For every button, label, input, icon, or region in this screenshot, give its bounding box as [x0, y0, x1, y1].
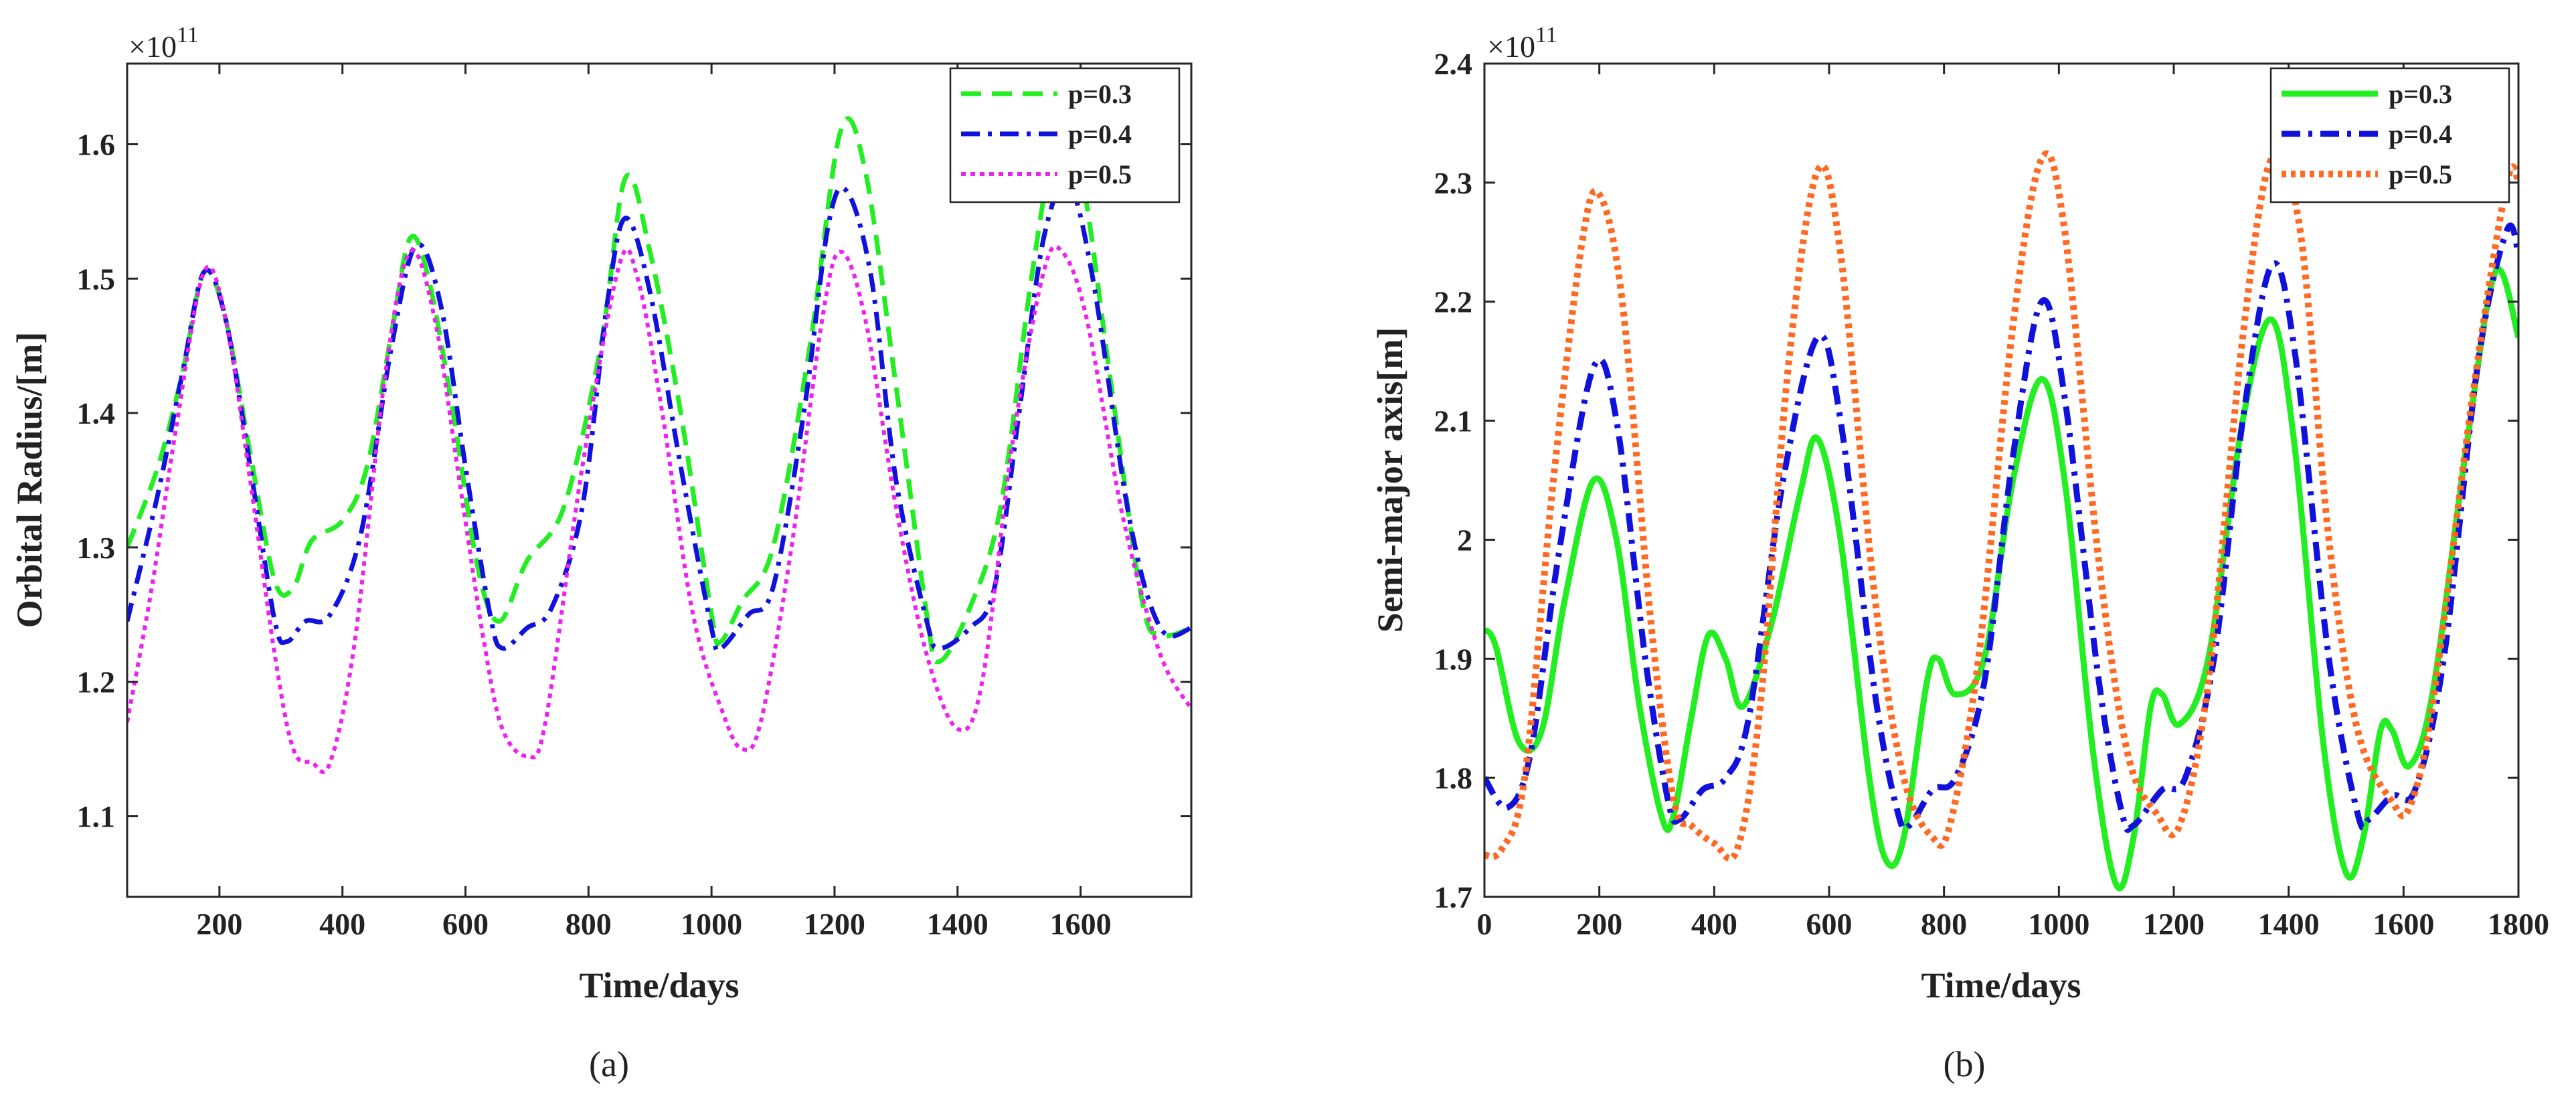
panel-a-x-tick-label: 600 — [442, 907, 489, 941]
panel-b-y-axis-label: Semi-major axis[m] — [1370, 327, 1410, 632]
panel-b-x-tick-label: 1200 — [2143, 907, 2205, 941]
panel-b-legend-label-3: p=0.5 — [2389, 159, 2452, 189]
panel-b-y-tick-label: 1.7 — [1434, 880, 1473, 914]
panel-b-y-tick-label: 2.2 — [1434, 285, 1473, 319]
panel-b-exponent: ×1011 — [1487, 23, 1557, 64]
panel-b-x-tick-label: 1600 — [2373, 907, 2434, 941]
panel-b-plot-lines — [1484, 150, 2518, 892]
panel-b-y-tick-label: 2.4 — [1434, 47, 1473, 81]
panel-b-legend: p=0.3 p=0.4 p=0.5 — [2269, 67, 2510, 203]
panel-b-y-tick-label: 1.8 — [1434, 761, 1473, 795]
panel-a-x-tick-label: 1000 — [681, 907, 742, 941]
panel-a-x-tick-label: 1600 — [1050, 907, 1112, 941]
panel-b-series-line-3 — [1484, 150, 2518, 863]
panel-b-x-axis-label: Time/days — [1921, 965, 2081, 1005]
panel-a-y-tick-label: 1.5 — [77, 262, 116, 296]
panel-b-y-tick-label: 2.1 — [1434, 404, 1473, 438]
panel-a-legend-box — [949, 67, 1181, 203]
panel-b-x-tick-label: 400 — [1691, 907, 1737, 941]
panel-a-x-tick-label: 800 — [566, 907, 612, 941]
panel-b-legend-label-1: p=0.3 — [2389, 79, 2452, 109]
panel-a-series-line-3 — [127, 244, 1191, 774]
panel-a-series-line-1 — [127, 116, 1191, 665]
panel-a-y-tick-label: 1.2 — [77, 665, 116, 699]
panel-b-legend-label-2: p=0.4 — [2389, 119, 2452, 149]
panel-a-x-axis-label: Time/days — [579, 965, 739, 1005]
panel-a-x-tick-label: 200 — [196, 907, 242, 941]
panel-b-x-tick-label: 1400 — [2258, 907, 2320, 941]
panel-b-x-tick-label: 600 — [1806, 907, 1853, 941]
panel-a-y-axis-label: Orbital Radius/[m] — [9, 332, 50, 628]
panel-b-y-tick-label: 2 — [1457, 523, 1472, 557]
panel-a-series-line-2 — [127, 181, 1191, 653]
panel-b-y-tick-label: 1.9 — [1434, 642, 1473, 676]
panel-a-axes-frame — [126, 62, 1193, 898]
panel-a-ticks: 200 400 600 800 1000 1200 1400 1600 1.1 1.2 1.3 1.4… — [77, 64, 1191, 941]
panel-b-x-tick-label: 200 — [1576, 907, 1622, 941]
panel-a-y-tick-label: 1.3 — [77, 531, 116, 565]
panel-a-y-tick-label: 1.4 — [77, 396, 116, 430]
panel-a-x-tick-label: 400 — [319, 907, 365, 941]
panel-a-caption: (a) — [589, 1044, 629, 1084]
panel-b-ticks: 0 200 400 600 800 1000 1200 1400 1600 1800 1.7 1.8 1… — [1434, 47, 2550, 941]
panel-a-legend: p=0.3 p=0.4 p=0.5 — [949, 67, 1181, 203]
panel-b-x-tick-label: 0 — [1477, 907, 1492, 941]
panel-a-exponent: ×1011 — [128, 23, 199, 64]
panel-a-plot-lines — [127, 116, 1191, 774]
panel-b-y-tick-label: 2.3 — [1434, 166, 1473, 200]
panel-b-chart: 0 200 400 600 800 1000 1200 1400 1600 1800 1.7 1.8 1… — [1370, 23, 2549, 1084]
panel-a-x-tick-label: 1400 — [927, 907, 989, 941]
panel-b-caption: (b) — [1944, 1044, 1986, 1084]
panel-a-legend-label-2: p=0.4 — [1068, 119, 1132, 149]
panel-b-x-tick-label: 800 — [1921, 907, 1967, 941]
panel-b-series-line-1 — [1484, 266, 2518, 892]
panel-a-chart: 200 400 600 800 1000 1200 1400 1600 1.1 1.2 1.3 1.4… — [9, 23, 1193, 1084]
panel-b-x-tick-label: 1800 — [2488, 907, 2549, 941]
panel-b-series-line-2 — [1484, 222, 2518, 833]
panel-a-legend-label-3: p=0.5 — [1068, 159, 1132, 189]
panel-a-y-tick-label: 1.6 — [77, 127, 116, 161]
panel-b-x-tick-label: 1000 — [2028, 907, 2089, 941]
panel-a-x-tick-label: 1200 — [804, 907, 865, 941]
panel-a-legend-label-1: p=0.3 — [1068, 79, 1132, 109]
panel-b-axes-frame — [1483, 62, 2520, 898]
panel-a-y-tick-label: 1.1 — [77, 800, 116, 834]
